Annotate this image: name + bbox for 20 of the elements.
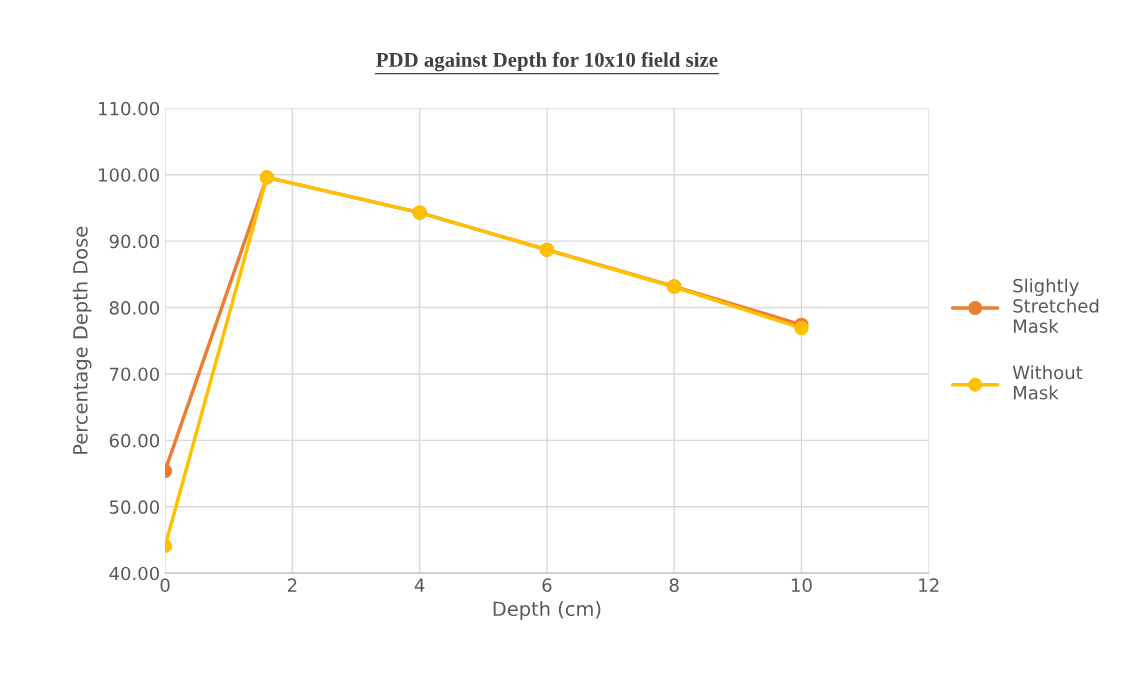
y-tick-label: 110.00 <box>99 101 160 116</box>
x-axis-title: Depth (cm) <box>493 601 601 620</box>
legend-label: Slightly Stretched Mask <box>1013 278 1099 333</box>
x-tick-label: 2 <box>287 578 297 592</box>
y-tick-label: 50.00 <box>109 500 160 514</box>
x-tick-label: 10 <box>791 578 812 593</box>
y-tick-label: 100.00 <box>99 168 160 182</box>
y-tick-label: 40.00 <box>109 566 160 581</box>
y-tick-label: 60.00 <box>109 433 160 448</box>
y-tick-label: 70.00 <box>110 367 160 382</box>
x-tick-label: 0 <box>160 578 170 593</box>
y-tick-label: 80.00 <box>109 301 160 315</box>
y-tick-label: 90.00 <box>109 234 160 249</box>
x-tick-label: 4 <box>414 578 425 592</box>
x-tick-label: 8 <box>669 578 679 593</box>
x-tick-label: 12 <box>919 578 939 592</box>
y-axis-title: Percentage Depth Dose <box>72 226 92 454</box>
x-tick-label: 6 <box>542 578 552 593</box>
legend-label: Without Mask <box>1012 365 1083 400</box>
chart-title: PDD against Depth for 10x10 field size <box>376 52 718 72</box>
